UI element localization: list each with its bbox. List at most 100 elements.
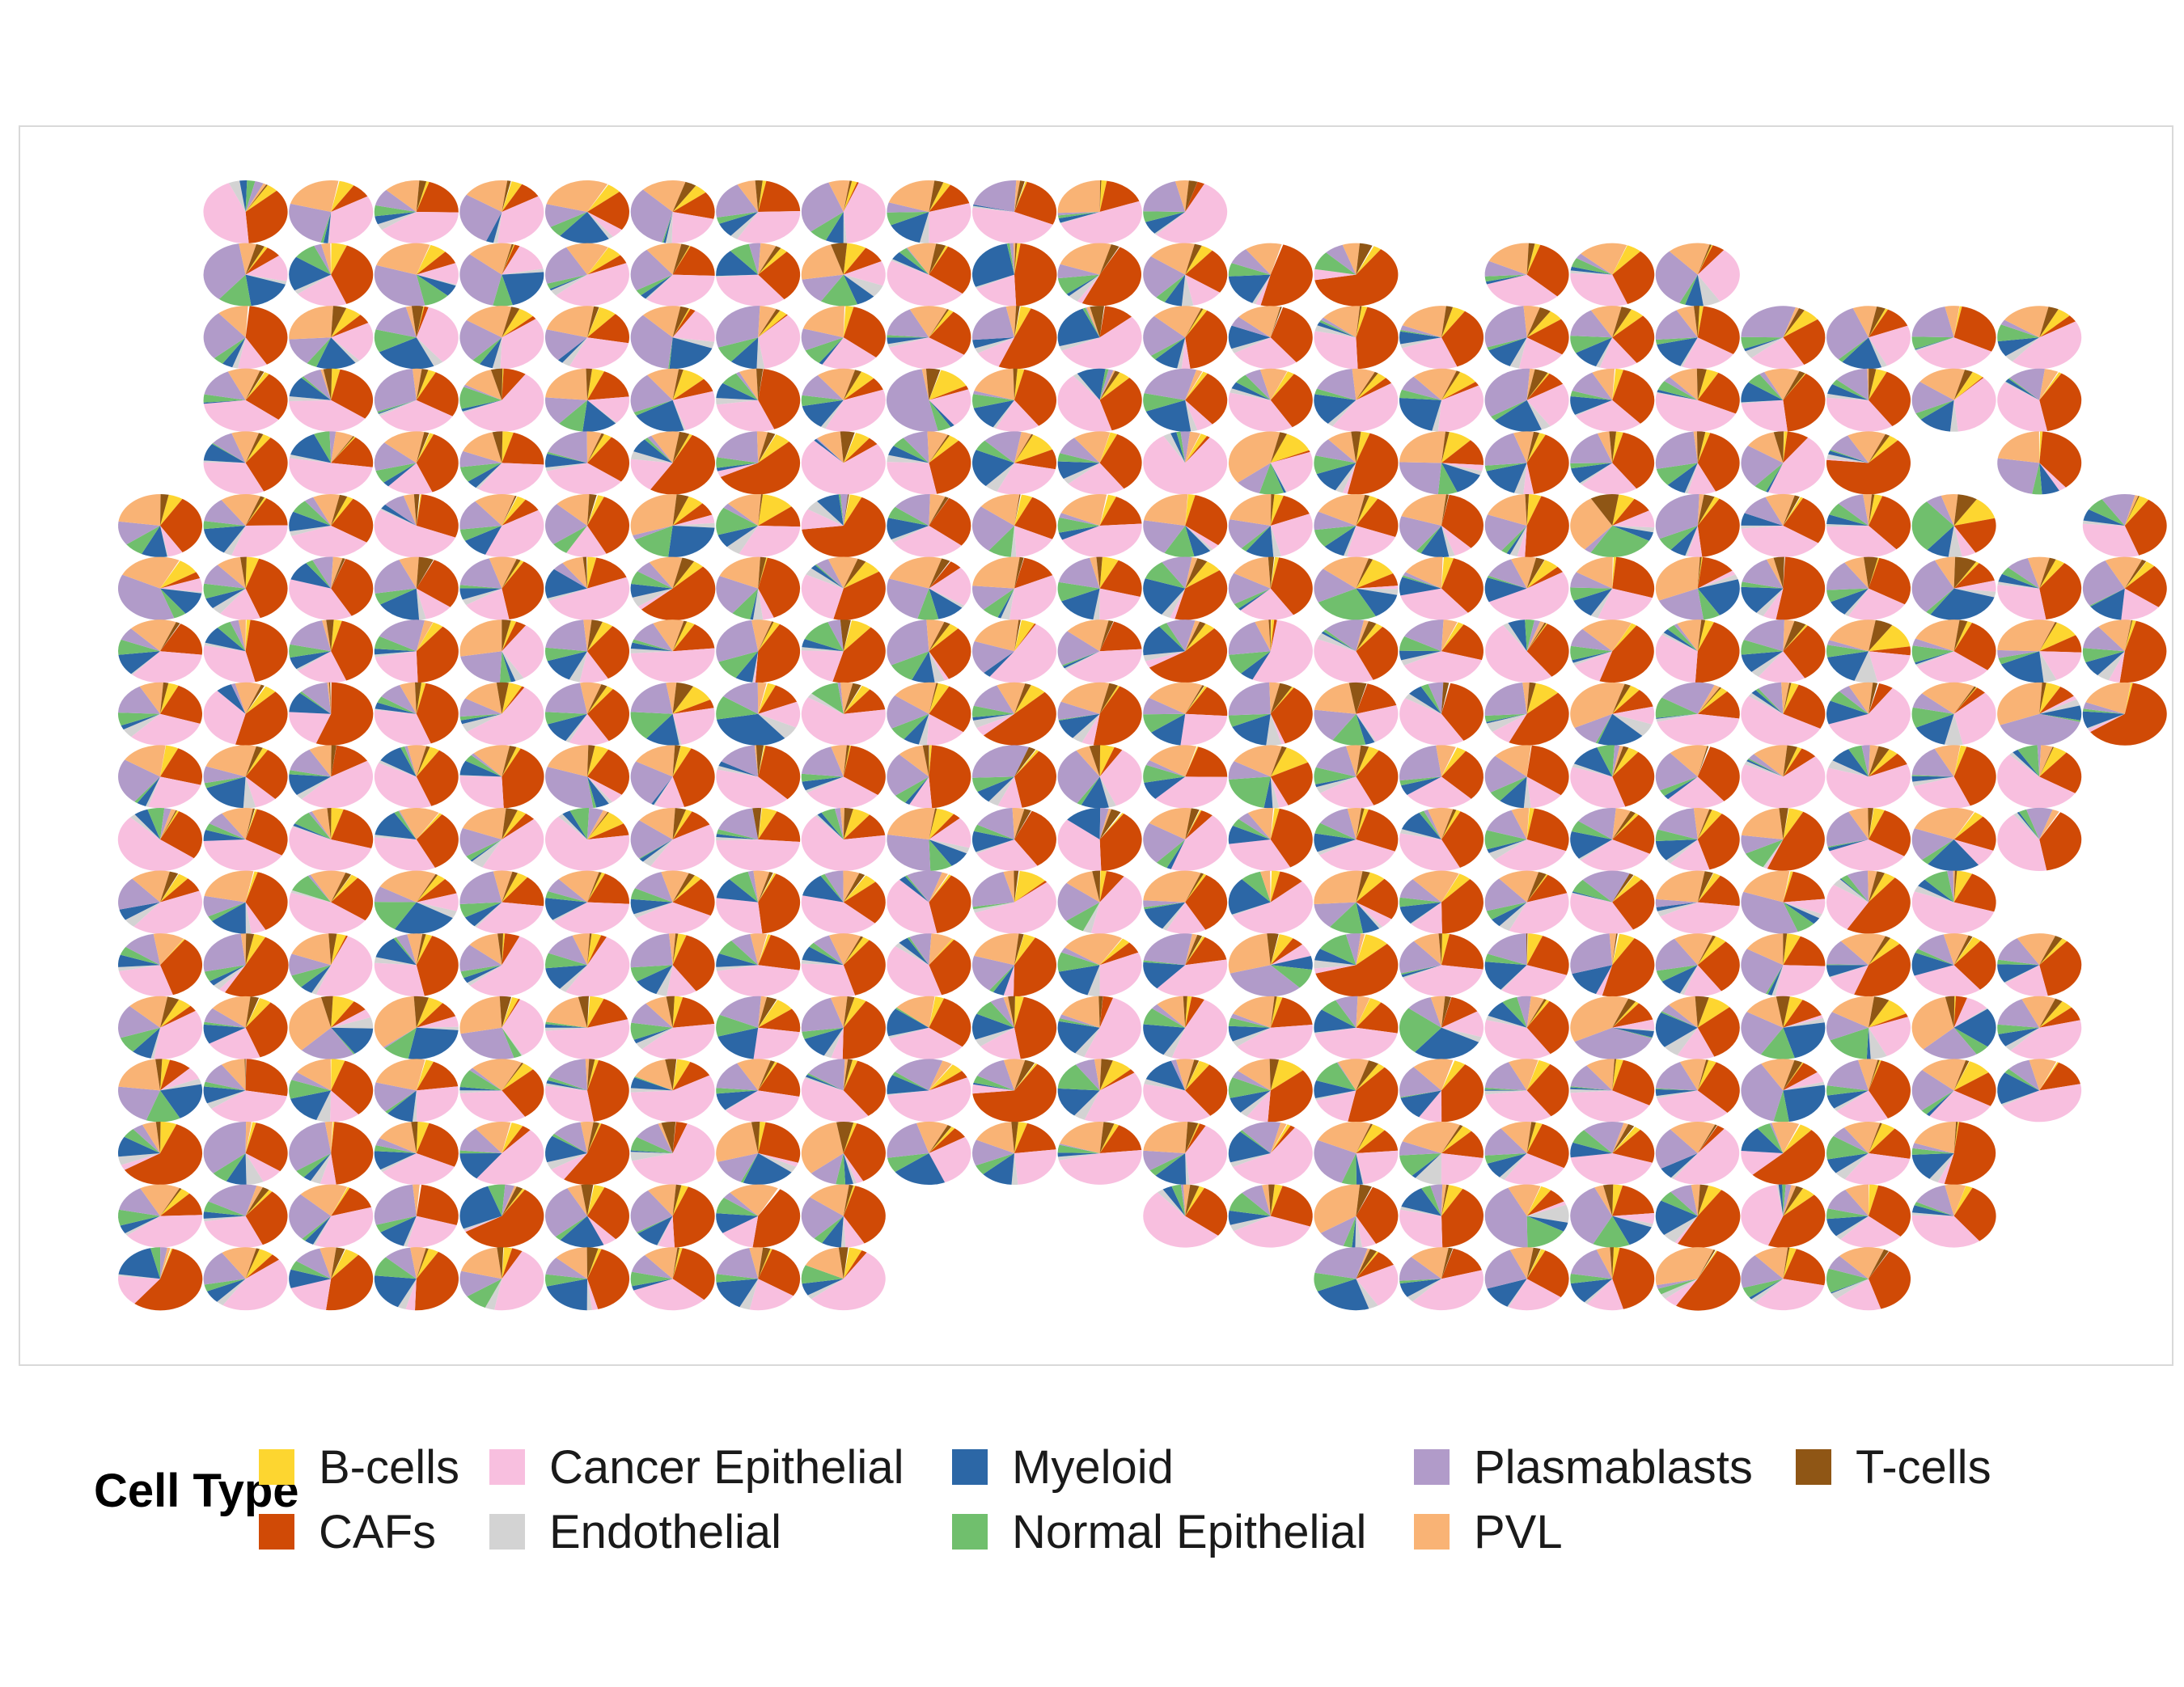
pie-slice-t-cells (587, 684, 607, 714)
pie-slice-cafs (1612, 1247, 1655, 1309)
spot-pie (203, 933, 289, 997)
spot-pie (1911, 870, 1996, 934)
pie-slice-cafs (1783, 1249, 1826, 1286)
pie-slice-cancer-epithelial (667, 965, 696, 997)
pie-slice-pvl (1175, 1059, 1195, 1091)
pie-slice-cancer-epithelial (388, 463, 433, 495)
pie-slice-normal-epithelial (1830, 449, 1869, 463)
pie-slice-b-cells (1099, 870, 1107, 903)
pie-slice-plasmablasts (1231, 316, 1271, 338)
pie-slice-endothelial (118, 1153, 160, 1165)
pie-slice-myeloid (718, 761, 759, 777)
pie-slice-plasmablasts (230, 619, 246, 652)
pie-slice-plasmablasts (1744, 497, 1784, 526)
pie-slice-cafs (331, 877, 374, 921)
pie-slice-b-cells (1185, 561, 1220, 589)
legend-swatch (1414, 1449, 1450, 1485)
pie-slice-endothelial (378, 212, 417, 230)
pie-slice-cancer-epithelial (1826, 885, 1869, 930)
pie-slice-t-cells (245, 1248, 260, 1279)
pie-slice-myeloid (1066, 274, 1100, 297)
pie-slice-b-cells (1953, 306, 1962, 338)
pie-slice-cafs (1149, 628, 1228, 683)
pie-slice-t-cells (416, 556, 434, 589)
pie-slice-normal-epithelial (291, 965, 332, 987)
pie-slice-cancer-epithelial (1657, 1090, 1728, 1123)
pie-slice-cafs (2119, 620, 2167, 683)
spot-pie (1143, 1059, 1228, 1123)
pie-slice-cafs (929, 628, 971, 679)
pie-slice-t-cells (2039, 936, 2063, 966)
pie-slice-endothelial (204, 642, 246, 652)
pie-slice-b-cells (502, 496, 526, 526)
pie-slice-endothelial (565, 713, 587, 742)
pie-slice-b-cells (416, 622, 443, 652)
spot-pie (374, 243, 459, 307)
pie-slice-t-cells (1773, 556, 1784, 589)
pie-slice-t-cells (666, 996, 675, 1028)
pie-slice-endothelial (1144, 1079, 1186, 1091)
pie-slice-myeloid (301, 965, 332, 993)
pie-slice-normal-epithelial (150, 1247, 161, 1279)
pie-slice-b-cells (672, 746, 692, 777)
spot-pie (1143, 494, 1228, 558)
pie-slice-normal-epithelial (1228, 713, 1271, 727)
pie-slice-cafs (1014, 1123, 1056, 1153)
pie-slice-cafs (1953, 623, 1996, 670)
pie-slice-myeloid (544, 569, 587, 598)
pie-slice-cancer-epithelial (1356, 902, 1392, 927)
pie-slice-myeloid (1420, 526, 1450, 558)
pie-slice-myeloid (1997, 337, 2040, 357)
pie-slice-pvl (1413, 1059, 1454, 1091)
pie-slice-b-cells (502, 181, 523, 212)
pie-slice-cancer-epithelial (929, 818, 971, 848)
pie-slice-b-cells (1526, 311, 1561, 338)
pie-slice-b-cells (245, 998, 271, 1028)
pie-slice-normal-epithelial (547, 1076, 587, 1091)
pie-slice-normal-epithelial (1679, 274, 1698, 305)
pie-slice-endothelial (1499, 1153, 1527, 1180)
pie-slice-b-cells (587, 996, 604, 1028)
pie-slice-myeloid (651, 776, 673, 805)
pie-slice-normal-epithelial (1765, 965, 1784, 995)
spot-pie (972, 807, 1056, 871)
pie-slice-endothelial (1584, 1279, 1613, 1304)
pie-slice-cafs (983, 691, 1056, 746)
pie-slice-myeloid (1866, 1027, 1871, 1059)
pie-slice-t-cells (490, 368, 503, 400)
pie-slice-b-cells (502, 810, 527, 839)
pie-slice-cafs (1270, 307, 1313, 362)
spot-pie (971, 180, 1057, 244)
spot-pie (1741, 1059, 1826, 1123)
pie-slice-endothelial (1230, 1153, 1271, 1167)
pie-slice-b-cells (929, 938, 954, 966)
pie-slice-cancer-epithelial (1180, 713, 1228, 746)
pie-slice-cafs (1697, 306, 1740, 354)
pie-slice-myeloid (1741, 651, 1784, 672)
pie-slice-cancer-epithelial (218, 965, 246, 993)
pie-slice-endothelial (125, 902, 160, 927)
pie-slice-pvl (572, 933, 590, 966)
pie-slice-cancer-epithelial (1869, 651, 1911, 683)
pie-slice-b-cells (1783, 431, 1788, 463)
pie-slice-normal-epithelial (117, 1209, 160, 1226)
pie-slice-cafs (416, 494, 459, 538)
pie-slice-cafs (416, 1061, 459, 1091)
pie-slice-plasmablasts (1228, 519, 1271, 548)
pie-slice-cafs (1944, 1122, 1996, 1185)
pie-slice-normal-epithelial (2019, 809, 2040, 839)
pie-slice-myeloid (1500, 776, 1527, 809)
pie-slice-endothelial (2005, 337, 2040, 362)
spot-pie (1228, 933, 1313, 997)
pie-slice-cafs (1093, 686, 1142, 746)
pie-slice-t-cells (1869, 433, 1890, 463)
pie-slice-b-cells (587, 1248, 602, 1279)
pie-slice-myeloid (1486, 463, 1527, 493)
pie-slice-myeloid (1831, 588, 1869, 615)
pie-slice-pvl (129, 996, 168, 1028)
pie-slice-pvl (1014, 432, 1032, 463)
pie-slice-cafs (124, 1124, 203, 1186)
pie-slice-t-cells (1612, 1059, 1616, 1091)
pie-slice-cafs (1869, 646, 1911, 656)
pie-slice-t-cells (416, 933, 426, 966)
